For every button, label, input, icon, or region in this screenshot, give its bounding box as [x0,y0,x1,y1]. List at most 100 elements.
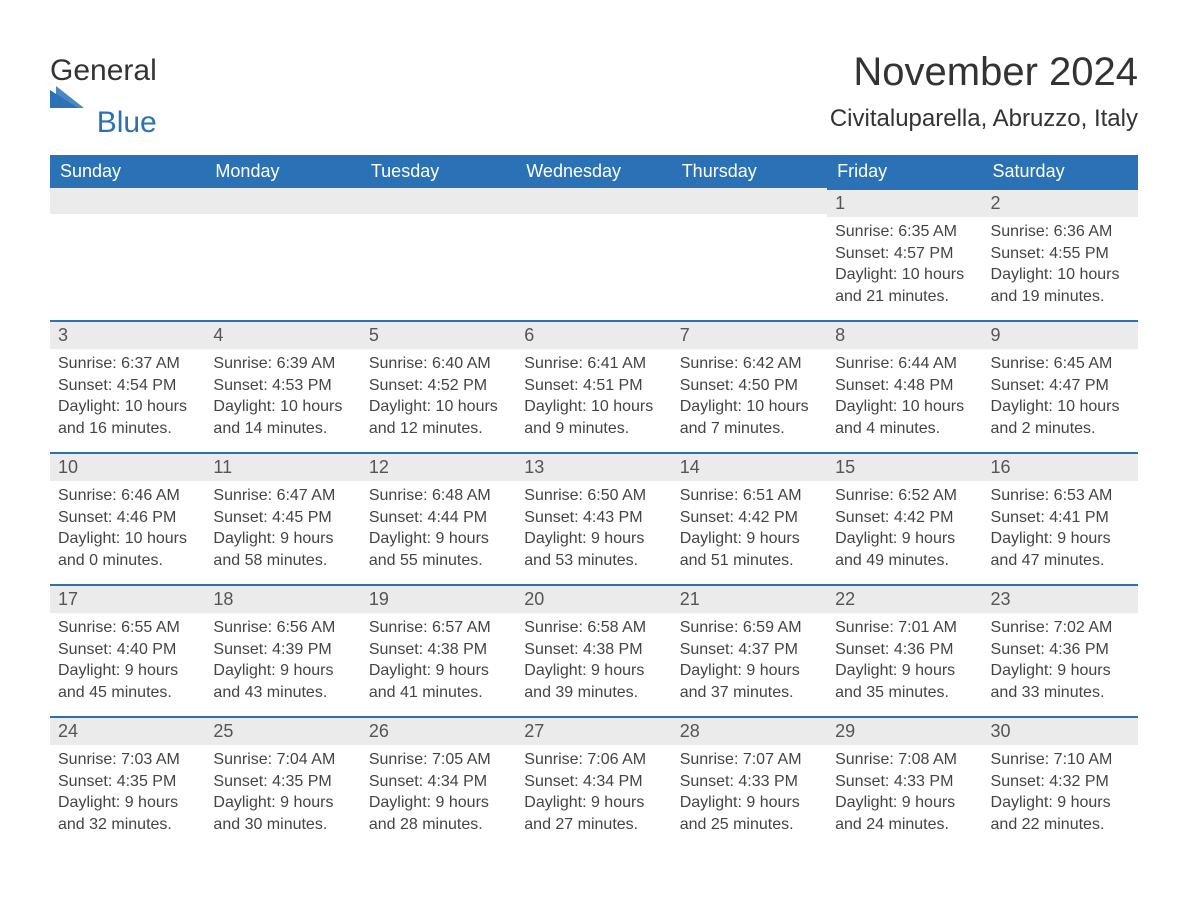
day-content: Sunrise: 6:35 AMSunset: 4:57 PMDaylight:… [827,217,982,307]
sunrise-label: Sunrise: [213,751,276,768]
sunrise-line: Sunrise: 6:50 AM [524,485,663,507]
daylight-line2: and 37 minutes. [680,682,819,704]
sunrise-line: Sunrise: 6:52 AM [835,485,974,507]
sunset-value: 4:35 PM [117,773,177,790]
sunrise-label: Sunrise: [991,619,1054,636]
sunset-value: 4:37 PM [738,641,798,658]
daylight-line2: and 45 minutes. [58,682,197,704]
day-number: 6 [516,320,671,349]
weekday-header: Saturday [983,155,1138,188]
sunset-line: Sunset: 4:54 PM [58,375,197,397]
calendar-cell: 13Sunrise: 6:50 AMSunset: 4:43 PMDayligh… [516,452,671,584]
sunrise-line: Sunrise: 6:53 AM [991,485,1130,507]
sunrise-value: 7:08 AM [898,751,957,768]
daylight-line2: and 28 minutes. [369,814,508,836]
daylight-line2: and 24 minutes. [835,814,974,836]
sunset-label: Sunset: [524,773,583,790]
sunset-line: Sunset: 4:57 PM [835,243,974,265]
calendar-week: 24Sunrise: 7:03 AMSunset: 4:35 PMDayligh… [50,716,1138,848]
sunset-label: Sunset: [369,377,428,394]
sunrise-value: 6:48 AM [432,487,491,504]
brand-flag-icon [50,86,157,108]
day-number: 19 [361,584,516,613]
sunrise-line: Sunrise: 6:36 AM [991,221,1130,243]
daylight-line1: Daylight: 10 hours [680,396,819,418]
day-content: Sunrise: 6:41 AMSunset: 4:51 PMDaylight:… [516,349,671,439]
sunrise-line: Sunrise: 6:35 AM [835,221,974,243]
sunset-line: Sunset: 4:38 PM [524,639,663,661]
day-content: Sunrise: 6:40 AMSunset: 4:52 PMDaylight:… [361,349,516,439]
sunrise-value: 7:05 AM [432,751,491,768]
calendar-header: SundayMondayTuesdayWednesdayThursdayFrid… [50,155,1138,188]
day-number: 3 [50,320,205,349]
day-content: Sunrise: 6:36 AMSunset: 4:55 PMDaylight:… [983,217,1138,307]
sunrise-value: 6:36 AM [1054,223,1113,240]
sunset-value: 4:41 PM [1049,509,1109,526]
day-content: Sunrise: 7:10 AMSunset: 4:32 PMDaylight:… [983,745,1138,835]
day-number: 8 [827,320,982,349]
day-content: Sunrise: 6:37 AMSunset: 4:54 PMDaylight:… [50,349,205,439]
sunset-line: Sunset: 4:47 PM [991,375,1130,397]
sunset-line: Sunset: 4:34 PM [369,771,508,793]
sunrise-value: 6:57 AM [432,619,491,636]
daylight-line2: and 4 minutes. [835,418,974,440]
day-content: Sunrise: 7:08 AMSunset: 4:33 PMDaylight:… [827,745,982,835]
weekday-header: Wednesday [516,155,671,188]
sunset-label: Sunset: [369,773,428,790]
calendar-cell: 18Sunrise: 6:56 AMSunset: 4:39 PMDayligh… [205,584,360,716]
sunset-label: Sunset: [991,245,1050,262]
sunset-label: Sunset: [680,773,739,790]
calendar-cell: 19Sunrise: 6:57 AMSunset: 4:38 PMDayligh… [361,584,516,716]
sunset-value: 4:38 PM [428,641,488,658]
day-number: 7 [672,320,827,349]
calendar-cell: 15Sunrise: 6:52 AMSunset: 4:42 PMDayligh… [827,452,982,584]
calendar-cell [361,188,516,320]
sunrise-label: Sunrise: [58,355,121,372]
daylight-line2: and 33 minutes. [991,682,1130,704]
sunrise-label: Sunrise: [369,487,432,504]
sunrise-line: Sunrise: 7:08 AM [835,749,974,771]
day-number: 30 [983,716,1138,745]
sunset-label: Sunset: [835,245,894,262]
sunset-value: 4:34 PM [583,773,643,790]
daylight-line1: Daylight: 9 hours [369,660,508,682]
sunrise-value: 6:37 AM [121,355,180,372]
day-number: 15 [827,452,982,481]
day-number: 23 [983,584,1138,613]
sunrise-line: Sunrise: 6:48 AM [369,485,508,507]
empty-day [516,188,671,214]
sunrise-label: Sunrise: [369,355,432,372]
day-number: 12 [361,452,516,481]
sunrise-value: 6:51 AM [743,487,802,504]
sunset-line: Sunset: 4:34 PM [524,771,663,793]
sunset-value: 4:36 PM [894,641,954,658]
sunset-label: Sunset: [991,377,1050,394]
daylight-line2: and 35 minutes. [835,682,974,704]
calendar-week: 10Sunrise: 6:46 AMSunset: 4:46 PMDayligh… [50,452,1138,584]
sunrise-label: Sunrise: [524,619,587,636]
calendar-cell: 14Sunrise: 6:51 AMSunset: 4:42 PMDayligh… [672,452,827,584]
calendar-cell: 23Sunrise: 7:02 AMSunset: 4:36 PMDayligh… [983,584,1138,716]
sunrise-label: Sunrise: [369,751,432,768]
month-title: November 2024 [830,50,1138,95]
sunset-line: Sunset: 4:32 PM [991,771,1130,793]
sunset-line: Sunset: 4:43 PM [524,507,663,529]
daylight-line1: Daylight: 9 hours [369,792,508,814]
calendar-cell [672,188,827,320]
calendar-cell: 3Sunrise: 6:37 AMSunset: 4:54 PMDaylight… [50,320,205,452]
daylight-line2: and 25 minutes. [680,814,819,836]
sunrise-line: Sunrise: 6:42 AM [680,353,819,375]
day-number: 24 [50,716,205,745]
sunset-line: Sunset: 4:42 PM [835,507,974,529]
daylight-line1: Daylight: 9 hours [524,528,663,550]
sunset-value: 4:55 PM [1049,245,1109,262]
sunrise-label: Sunrise: [835,619,898,636]
sunset-label: Sunset: [58,641,117,658]
daylight-line2: and 0 minutes. [58,550,197,572]
sunset-value: 4:54 PM [117,377,177,394]
sunrise-label: Sunrise: [991,487,1054,504]
day-content: Sunrise: 7:03 AMSunset: 4:35 PMDaylight:… [50,745,205,835]
sunrise-line: Sunrise: 7:07 AM [680,749,819,771]
weekday-header: Friday [827,155,982,188]
sunset-line: Sunset: 4:40 PM [58,639,197,661]
